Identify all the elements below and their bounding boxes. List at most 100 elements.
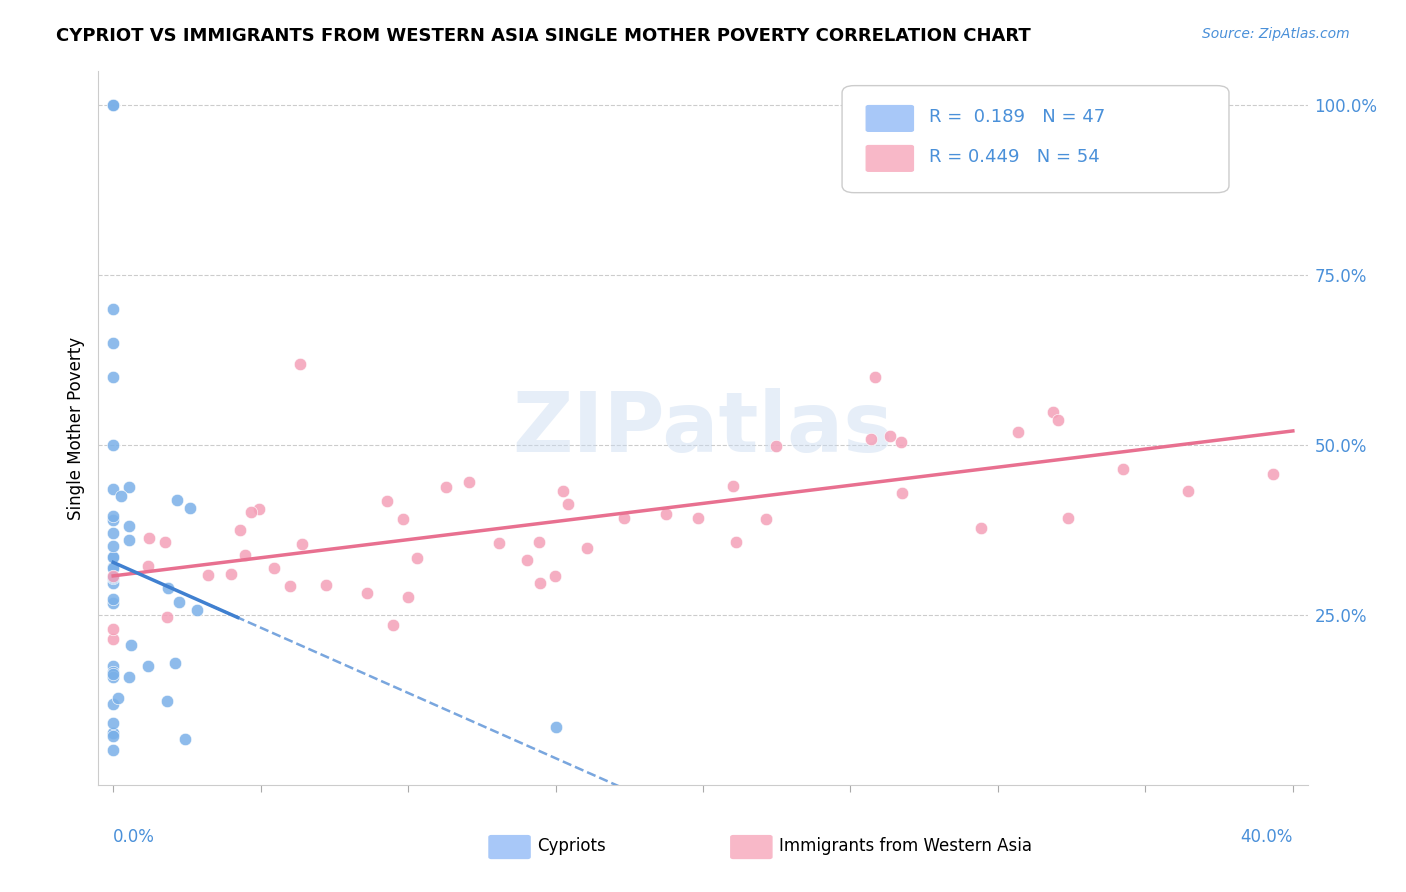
Point (516, 553, 538, 567)
Point (101, 726, 124, 740)
FancyBboxPatch shape (489, 836, 530, 858)
Point (529, 575, 551, 590)
Point (613, 510, 636, 524)
Point (233, 548, 256, 562)
Point (101, 550, 124, 565)
Point (156, 694, 179, 708)
Point (136, 559, 159, 574)
Point (375, 493, 398, 508)
Point (101, 526, 124, 541)
Point (288, 357, 311, 371)
Point (765, 439, 787, 453)
Point (1042, 405, 1064, 419)
Point (101, 570, 124, 584)
Point (101, 569, 124, 583)
Point (527, 534, 550, 549)
Point (173, 731, 195, 746)
Point (890, 435, 912, 450)
Point (101, 438, 124, 452)
Point (101, 482, 124, 496)
Point (101, 560, 124, 574)
Text: R = 0.449   N = 54: R = 0.449 N = 54 (929, 148, 1099, 166)
FancyBboxPatch shape (866, 105, 914, 131)
Point (101, 302, 124, 317)
Point (101, 665, 124, 680)
Point (179, 500, 201, 515)
Point (101, 632, 124, 646)
Point (458, 475, 481, 490)
Point (229, 523, 252, 537)
FancyBboxPatch shape (866, 145, 914, 171)
Point (247, 501, 270, 516)
Point (654, 507, 676, 521)
Point (101, 575, 124, 590)
Point (382, 617, 405, 632)
Point (101, 716, 124, 731)
Point (118, 533, 141, 548)
Point (101, 336, 124, 351)
Point (107, 690, 129, 705)
Point (101, 549, 124, 564)
Point (239, 505, 262, 519)
Point (153, 535, 176, 549)
Point (101, 98, 124, 112)
Point (136, 659, 159, 673)
Point (118, 480, 141, 494)
Point (197, 567, 219, 582)
Point (118, 670, 141, 684)
Point (101, 729, 124, 743)
Point (101, 666, 124, 681)
Point (406, 551, 429, 566)
Point (101, 509, 124, 524)
Point (186, 602, 208, 616)
Point (315, 578, 337, 592)
Point (576, 541, 599, 555)
Point (396, 590, 419, 604)
Point (101, 592, 124, 607)
Point (101, 98, 124, 112)
Point (686, 511, 709, 525)
Point (1007, 425, 1029, 440)
Point (1056, 511, 1078, 525)
Point (891, 486, 914, 500)
Point (101, 560, 124, 574)
Text: Cypriots: Cypriots (537, 837, 606, 855)
Point (879, 429, 901, 443)
Point (755, 512, 778, 526)
Text: CYPRIOT VS IMMIGRANTS FROM WESTERN ASIA SINGLE MOTHER POVERTY CORRELATION CHART: CYPRIOT VS IMMIGRANTS FROM WESTERN ASIA … (56, 27, 1031, 45)
Point (167, 595, 190, 609)
Point (970, 521, 993, 535)
Point (101, 697, 124, 711)
Point (163, 656, 186, 670)
Point (120, 638, 142, 652)
Point (156, 610, 179, 624)
Point (721, 479, 744, 493)
Point (101, 370, 124, 384)
Point (219, 567, 242, 582)
Point (101, 670, 124, 684)
Point (863, 370, 886, 384)
Point (110, 489, 132, 503)
Text: 40.0%: 40.0% (1240, 828, 1294, 846)
Point (434, 480, 457, 494)
Point (101, 622, 124, 636)
Point (156, 582, 179, 596)
Point (544, 720, 567, 734)
Point (101, 539, 124, 553)
Point (488, 536, 510, 550)
Point (138, 531, 160, 545)
Text: Immigrants from Western Asia: Immigrants from Western Asia (779, 837, 1032, 855)
Point (101, 742, 124, 756)
Point (557, 497, 579, 511)
Point (118, 518, 141, 533)
Point (392, 512, 415, 526)
Point (1177, 483, 1199, 498)
Point (725, 535, 748, 549)
Point (263, 561, 285, 575)
Point (544, 568, 567, 582)
Point (101, 596, 124, 610)
Point (1261, 467, 1284, 481)
Point (101, 571, 124, 585)
Point (101, 658, 124, 673)
Y-axis label: Single Mother Poverty: Single Mother Poverty (66, 336, 84, 520)
